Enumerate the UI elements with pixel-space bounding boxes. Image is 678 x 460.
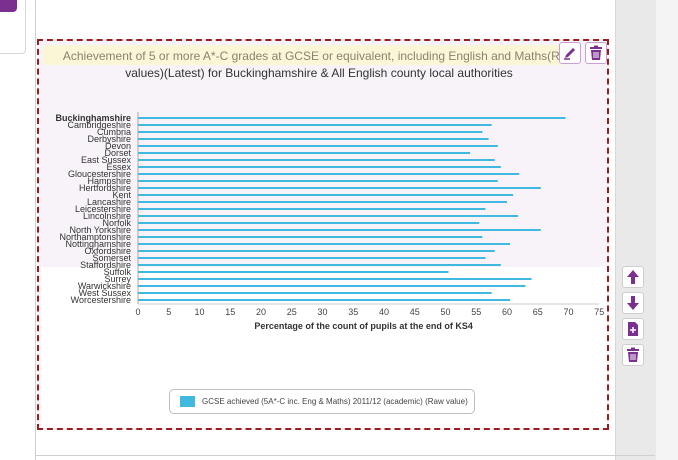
x-tick-label: 55 <box>471 307 481 317</box>
bar[interactable] <box>138 285 526 287</box>
bar[interactable] <box>138 124 492 126</box>
bar[interactable] <box>138 166 501 168</box>
category-label: West Sussex <box>79 288 132 298</box>
bar[interactable] <box>138 180 498 182</box>
bar[interactable] <box>138 271 449 273</box>
category-label: Buckinghamshire <box>55 113 131 123</box>
category-label: Essex <box>106 162 131 172</box>
category-label: Northamptonshire <box>59 232 131 242</box>
category-label: Worcestershire <box>71 295 131 305</box>
chart-title: Achievement of 5 or more A*-C grades at … <box>62 49 576 63</box>
trash-icon <box>626 347 640 363</box>
bar[interactable] <box>138 264 501 266</box>
bar[interactable] <box>138 250 495 252</box>
category-label: Warwickshire <box>78 281 131 291</box>
bar[interactable] <box>138 187 541 189</box>
arrow-down-icon <box>626 295 640 311</box>
category-label: Cumbria <box>97 127 131 137</box>
arrow-up-icon <box>626 269 640 285</box>
bottom-divider <box>35 455 655 456</box>
edit-button[interactable] <box>559 42 581 64</box>
x-tick-label: 70 <box>563 307 573 317</box>
bar[interactable] <box>138 236 483 238</box>
category-label: Norfolk <box>102 218 131 228</box>
category-label: Devon <box>105 141 131 151</box>
category-label: Hertfordshire <box>79 183 131 193</box>
x-tick-label: 5 <box>166 307 171 317</box>
bar[interactable] <box>138 152 471 154</box>
move-up-button[interactable] <box>622 266 644 288</box>
x-tick-label: 45 <box>410 307 420 317</box>
title-highlight <box>43 45 563 65</box>
category-label: Hampshire <box>87 176 131 186</box>
category-label: Gloucestershire <box>68 169 131 179</box>
bar[interactable] <box>138 229 541 231</box>
category-label: Lincolnshire <box>83 211 131 221</box>
category-label: Cambridgeshire <box>67 120 131 130</box>
category-label: Leicestershire <box>75 204 131 214</box>
category-label: Dorset <box>104 148 131 158</box>
bar[interactable] <box>138 201 507 203</box>
x-tick-label: 60 <box>502 307 512 317</box>
category-label: Surrey <box>104 274 131 284</box>
x-tick-label: 65 <box>533 307 543 317</box>
legend[interactable]: GCSE achieved (5A*-C inc. Eng & Maths) 2… <box>169 389 475 414</box>
far-right-area <box>656 0 678 460</box>
x-tick-label: 25 <box>287 307 297 317</box>
bar[interactable] <box>138 173 520 175</box>
category-label: Lancashire <box>87 197 131 207</box>
bar[interactable] <box>138 138 489 140</box>
bar[interactable] <box>138 208 486 210</box>
trash-icon <box>589 45 603 61</box>
delete-chart-button[interactable] <box>622 344 644 366</box>
category-label: Nottinghamshire <box>65 239 131 249</box>
move-down-button[interactable] <box>622 292 644 314</box>
right-rail <box>615 0 657 460</box>
x-axis-label: Percentage of the count of pupils at the… <box>254 321 473 331</box>
bar[interactable] <box>138 243 511 245</box>
bar[interactable] <box>138 257 486 259</box>
bar[interactable] <box>138 278 532 280</box>
category-label: Staffordshire <box>80 260 131 270</box>
category-label: East Sussex <box>81 155 132 165</box>
legend-swatch <box>180 396 195 407</box>
category-label: Kent <box>112 190 131 200</box>
bar[interactable] <box>138 299 511 301</box>
add-page-button[interactable] <box>622 318 644 340</box>
bar[interactable] <box>138 222 480 224</box>
category-label: Oxfordshire <box>84 246 131 256</box>
x-tick-label: 75 <box>594 307 604 317</box>
legend-label: GCSE achieved (5A*-C inc. Eng & Maths) 2… <box>202 397 468 406</box>
category-label: Suffolk <box>104 267 132 277</box>
left-tab[interactable] <box>0 0 17 12</box>
bar[interactable] <box>138 145 498 147</box>
x-tick-label: 10 <box>194 307 204 317</box>
category-label: Derbyshire <box>87 134 131 144</box>
bar[interactable] <box>138 194 514 196</box>
x-tick-label: 15 <box>225 307 235 317</box>
bar[interactable] <box>138 117 566 119</box>
x-tick-label: 0 <box>135 307 140 317</box>
pencil-icon <box>562 45 578 61</box>
category-label: North Yorkshire <box>69 225 131 235</box>
bar[interactable] <box>138 215 519 217</box>
delete-button[interactable] <box>585 42 607 64</box>
bar[interactable] <box>138 131 483 133</box>
x-tick-label: 30 <box>317 307 327 317</box>
chart-subtitle: values)(Latest) for Buckinghamshire & Al… <box>125 66 513 80</box>
chart-panel[interactable]: Achievement of 5 or more A*-C grades at … <box>37 39 609 430</box>
x-tick-label: 40 <box>379 307 389 317</box>
bar-chart: BuckinghamshireCambridgeshireCumbriaDerb… <box>55 112 604 331</box>
x-tick-label: 35 <box>348 307 358 317</box>
x-tick-label: 20 <box>256 307 266 317</box>
bar[interactable] <box>138 292 492 294</box>
bar[interactable] <box>138 159 495 161</box>
add-page-icon <box>626 321 640 337</box>
category-label: Somerset <box>92 253 131 263</box>
x-tick-label: 50 <box>440 307 450 317</box>
